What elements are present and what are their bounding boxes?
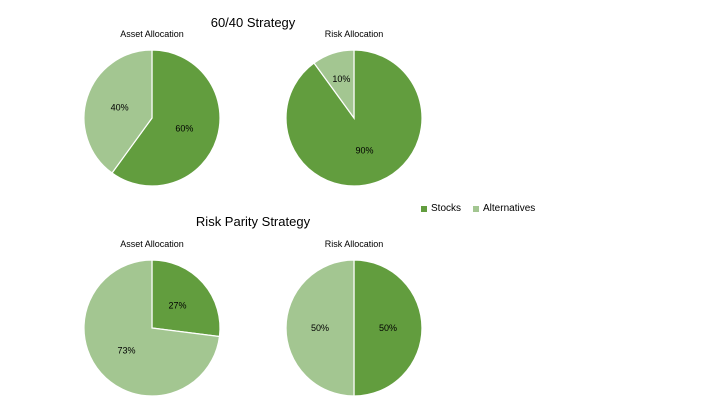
chart-title-6040-risk: Risk Allocation — [324, 29, 384, 39]
chart-title-rp-risk: Risk Allocation — [324, 239, 384, 249]
legend: Stocks Alternatives — [421, 203, 535, 214]
legend-item-alternatives: Alternatives — [473, 203, 535, 214]
legend-label-alternatives: Alternatives — [483, 203, 536, 214]
pie-6040-risk: 90% 10% — [285, 49, 423, 187]
pie-slice-6040-asset-stocks — [111, 49, 221, 187]
legend-label-stocks: Stocks — [431, 203, 462, 214]
pie-rp-risk: 50% 50% — [285, 259, 423, 397]
group-title-60-40: 60/40 Strategy — [210, 15, 296, 30]
legend-swatch-alternatives — [473, 205, 480, 212]
pie-slice-6040-asset-alternatives — [83, 49, 153, 174]
pie-label-6040-risk-stocks: 90% — [355, 145, 373, 155]
chart-title-6040-asset: Asset Allocation — [120, 29, 184, 39]
pie-6040-asset: 60% 40% — [83, 49, 221, 187]
pie-slice-rp-risk-stocks — [353, 259, 423, 397]
pie-slice-rp-asset-stocks — [151, 259, 221, 338]
pie-label-6040-risk-alternatives: 10% — [332, 74, 350, 84]
pie-label-rp-risk-alternatives: 50% — [311, 323, 329, 333]
pie-label-6040-asset-stocks: 60% — [175, 124, 193, 134]
legend-swatch-stocks — [421, 205, 427, 212]
pie-slice-rp-asset-alternatives — [83, 259, 221, 397]
pie-label-6040-asset-alternatives: 40% — [111, 102, 129, 112]
pie-rp-asset: 27% 73% — [83, 259, 221, 397]
pie-label-rp-asset-stocks: 27% — [168, 301, 186, 311]
chart-title-rp-asset: Asset Allocation — [120, 239, 184, 249]
pie-label-rp-risk-stocks: 50% — [379, 323, 397, 333]
group-title-risk-parity: Risk Parity Strategy — [195, 214, 311, 229]
pie-label-rp-asset-alternatives: 73% — [117, 345, 135, 355]
pie-slice-rp-risk-alternatives — [285, 259, 355, 397]
legend-item-stocks: Stocks — [421, 203, 461, 214]
pie-slice-6040-risk-alternatives — [313, 49, 355, 120]
